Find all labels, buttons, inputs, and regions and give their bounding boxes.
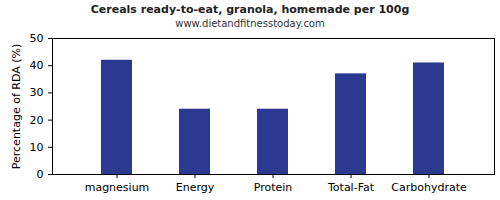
svg-text:30: 30	[30, 86, 44, 99]
html-text:www.dietandfitnesstoday.com: www.dietandfitnesstoday.com	[175, 18, 325, 29]
html-text:Cereals ready-to-eat, granola,: Cereals ready-to-eat, granola, homemade …	[90, 3, 410, 16]
svg-text:40: 40	[30, 59, 44, 72]
svg-text:Protein: Protein	[254, 181, 293, 194]
svg-text:10: 10	[30, 141, 44, 154]
svg-text:magnesium: magnesium	[85, 181, 150, 194]
svg-text:Percentage of RDA (%): Percentage of RDA (%)	[10, 44, 23, 169]
svg-text:Energy: Energy	[176, 181, 215, 194]
svg-text:20: 20	[30, 114, 44, 127]
svg-text:0: 0	[37, 168, 44, 181]
svg-text:50: 50	[30, 32, 44, 45]
svg-text:Total-Fat: Total-Fat	[327, 181, 375, 194]
svg-text:Carbohydrate: Carbohydrate	[391, 181, 467, 194]
